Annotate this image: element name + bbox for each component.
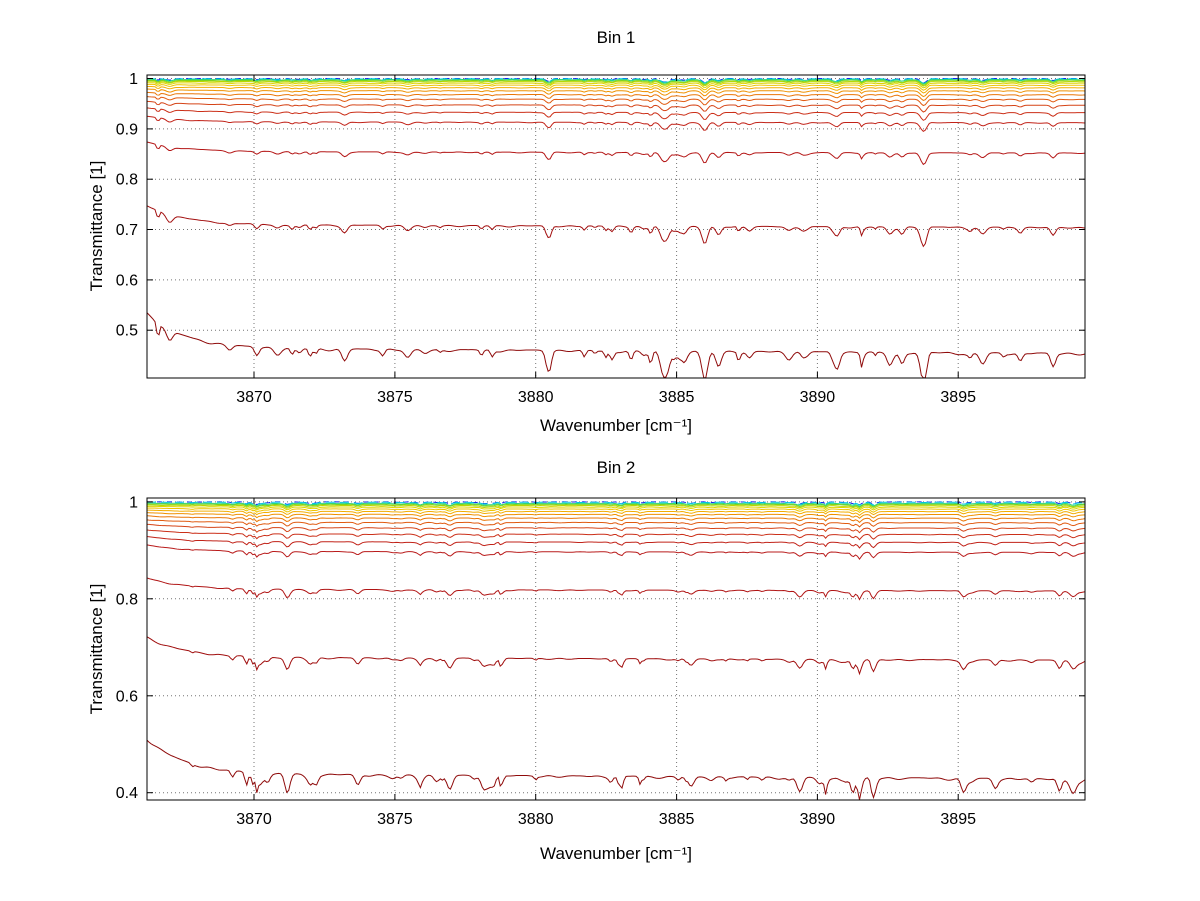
series-layer-08 (146, 85, 1086, 94)
x-tick-label: 3885 (659, 811, 695, 828)
x-axis-label: Wavenumber [cm⁻¹] (540, 416, 692, 435)
series-layer-11 (146, 96, 1086, 107)
series-layer-17 (146, 636, 1086, 676)
series-layer-07 (146, 507, 1086, 514)
x-tick-label: 3895 (940, 811, 976, 828)
series-layer-13 (146, 107, 1085, 121)
series-layer-06 (146, 82, 1085, 89)
series-layer-14 (146, 536, 1086, 549)
x-tick-label: 3875 (377, 811, 413, 828)
series-layer-03 (146, 78, 1086, 85)
bin1-plot-area: 3870 3875 3880 3885 3890 3895 0.5 0.6 0.7 0.8 0.9 1 (116, 71, 1086, 406)
chart-title: Bin 1 (596, 28, 636, 47)
y-tick-label: 0.8 (116, 591, 138, 608)
series-layer-12 (146, 100, 1086, 113)
bin1-chart: Bin 1 Transmittance [1] 3870 3875 3880 3885… (0, 0, 1200, 450)
x-tick-label: 3885 (659, 389, 695, 406)
series-layer-03 (146, 502, 1086, 508)
y-tick-label: 0.6 (116, 688, 138, 705)
y-tick-label: 0.8 (116, 172, 138, 189)
x-axis-label: Wavenumber [cm⁻¹] (540, 844, 692, 863)
series-layer-18 (146, 739, 1086, 800)
x-tick-label: 3890 (800, 811, 836, 828)
series-layer-02 (146, 78, 1086, 84)
chart-title: Bin 2 (596, 458, 636, 477)
x-tick-label: 3880 (518, 811, 554, 828)
series-layer-04 (146, 503, 1086, 509)
series-layer-16 (146, 577, 1086, 601)
series-layer-09 (146, 88, 1086, 98)
series-layer-10 (146, 515, 1086, 524)
series-layer-09 (146, 512, 1086, 519)
axes-box (146, 74, 1086, 379)
series-layer-15 (146, 141, 1086, 166)
series-layer-06 (146, 505, 1086, 511)
series-layer-11 (146, 519, 1086, 528)
y-tick-label: 1 (129, 71, 138, 88)
y-tick-label: 1 (129, 494, 138, 511)
y-tick-label: 0.4 (116, 785, 138, 802)
series-layer-13 (146, 529, 1086, 541)
x-tick-label: 3880 (518, 389, 554, 406)
series-layer-05 (146, 80, 1086, 87)
bin2-chart: Bin 2 Transmittance [1] 3870 3875 3880 3885… (0, 450, 1200, 901)
series-layer-15 (146, 544, 1086, 560)
series-layer-08 (146, 509, 1086, 516)
series-layer-05 (146, 504, 1086, 510)
series-layer-10 (146, 91, 1086, 101)
x-tick-label: 3875 (377, 389, 413, 406)
y-tick-label: 0.7 (116, 222, 138, 239)
series-layer-16 (146, 205, 1086, 248)
series-layer-04 (146, 79, 1086, 86)
series-layer-07 (146, 83, 1086, 91)
x-tick-label: 3870 (236, 811, 272, 828)
y-tick-label: 0.9 (116, 121, 138, 138)
axes-box (146, 497, 1086, 801)
x-tick-label: 3870 (236, 389, 272, 406)
bin2-plot-area: 3870 3875 3880 3885 3890 3895 0.4 0.6 0.8 1 (116, 494, 1086, 828)
y-tick-label: 0.5 (116, 323, 138, 340)
series-layer-14 (146, 115, 1086, 133)
series-layer-12 (146, 523, 1086, 534)
y-tick-label: 0.6 (116, 272, 138, 289)
x-tick-label: 3890 (800, 389, 836, 406)
x-tick-label: 3895 (940, 389, 976, 406)
series-layer-01 (146, 78, 1086, 84)
series-layer-02 (146, 501, 1086, 506)
series-layer-17 (146, 312, 1086, 379)
